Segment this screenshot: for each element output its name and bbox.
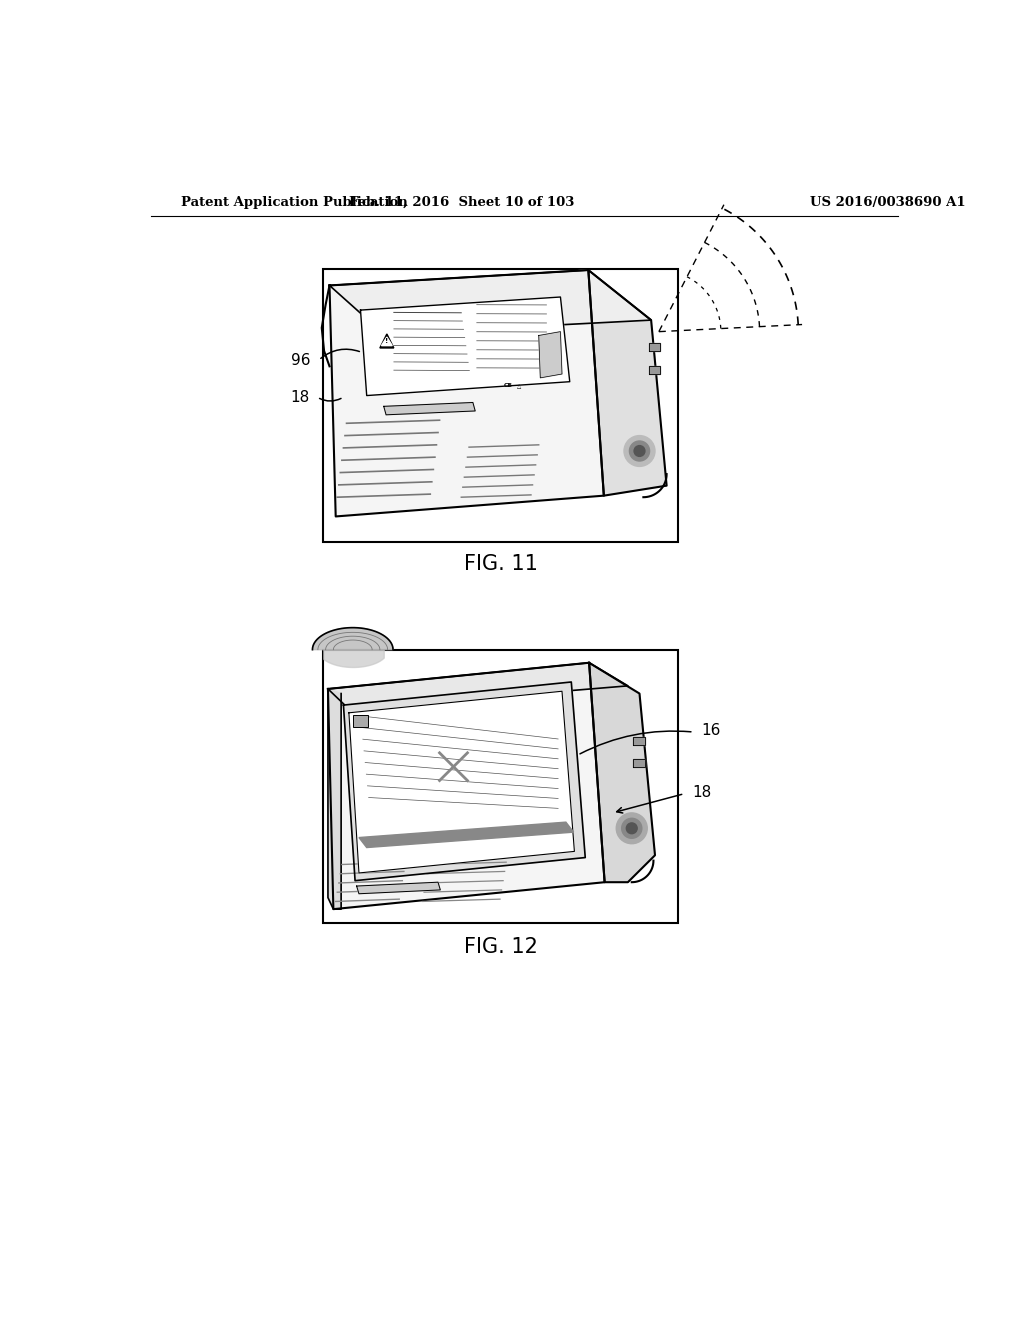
Text: 96: 96: [292, 352, 311, 368]
Text: !: !: [385, 338, 388, 345]
Bar: [633, 738, 645, 744]
Circle shape: [616, 813, 647, 843]
Polygon shape: [360, 297, 569, 396]
Circle shape: [634, 446, 645, 457]
Polygon shape: [328, 689, 341, 909]
Polygon shape: [356, 882, 440, 894]
Polygon shape: [349, 692, 574, 873]
Polygon shape: [589, 663, 655, 882]
Polygon shape: [380, 334, 394, 348]
Text: Feb. 11, 2016  Sheet 10 of 103: Feb. 11, 2016 Sheet 10 of 103: [348, 195, 573, 209]
Bar: [633, 759, 645, 767]
Polygon shape: [328, 663, 604, 909]
Polygon shape: [589, 271, 667, 496]
Bar: [649, 366, 660, 374]
Bar: [352, 715, 369, 726]
Text: 18: 18: [290, 389, 309, 405]
Circle shape: [624, 436, 655, 466]
Circle shape: [622, 818, 642, 838]
Text: FIG. 12: FIG. 12: [464, 937, 538, 957]
Text: Patent Application Publication: Patent Application Publication: [180, 195, 408, 209]
Bar: [324, 649, 678, 923]
Text: △: △: [517, 383, 521, 388]
Text: FIG. 11: FIG. 11: [464, 554, 538, 574]
Text: CE: CE: [504, 383, 512, 388]
Bar: [324, 268, 678, 543]
Polygon shape: [359, 822, 573, 847]
Polygon shape: [312, 627, 393, 649]
Polygon shape: [330, 271, 651, 334]
Circle shape: [627, 822, 637, 834]
Polygon shape: [381, 337, 392, 346]
Polygon shape: [330, 271, 604, 516]
Text: 16: 16: [701, 723, 721, 738]
Polygon shape: [384, 403, 475, 414]
Polygon shape: [539, 331, 562, 378]
Circle shape: [630, 441, 649, 461]
Polygon shape: [328, 663, 628, 709]
Bar: [649, 343, 660, 351]
Polygon shape: [343, 682, 586, 880]
Text: US 2016/0038690 A1: US 2016/0038690 A1: [810, 195, 966, 209]
Text: 18: 18: [692, 784, 712, 800]
